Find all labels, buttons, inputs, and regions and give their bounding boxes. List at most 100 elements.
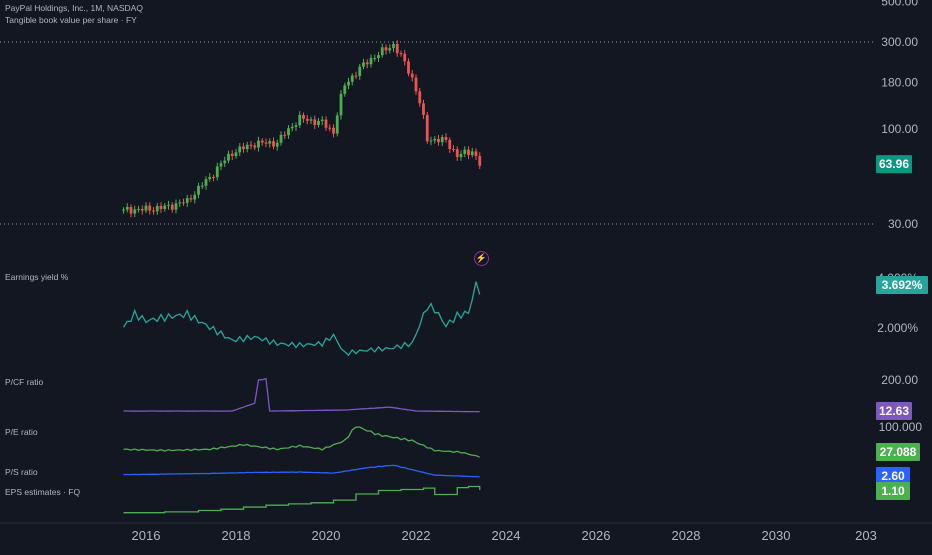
candle-body [373,58,377,60]
candle-body [403,53,407,62]
candle-body [399,53,403,55]
price-axis-tick: 100.00 [881,122,918,136]
candle-body [380,47,384,56]
time-axis-tick: 2030 [762,528,791,543]
pcf-ratio-line [123,377,480,413]
candle-body [152,210,155,212]
eps-estimates-label: EPS estimates · FQ [5,487,81,497]
candle-body [309,119,313,121]
candle-body [185,198,189,203]
candle-body [272,141,275,147]
candle-body [294,125,298,127]
candle-body [440,137,444,143]
candle-body [444,137,448,140]
pe-ratio-tag [876,443,920,461]
candle-body [433,138,437,141]
time-axis-tick: 2022 [402,528,431,543]
earnings-yield-label: Earnings yield % [5,272,69,282]
candle-body [144,205,148,211]
price-axis-tick: 30.00 [888,217,918,231]
candle-body [354,75,358,77]
candle-body [159,206,163,209]
candle-body [459,153,463,158]
candle-body [418,91,422,104]
pe-ratio-value: 27.088 [880,445,917,459]
candle-body [200,185,204,187]
candle-body [219,163,223,167]
candle-body [193,194,197,200]
candle-body [137,208,140,210]
time-axis-tick: 2018 [222,528,251,543]
symbol-title: PayPal Holdings, Inc., 1M, NASDAQ [5,3,143,13]
price-axis-tick: 500.00 [881,0,918,9]
candle-body [234,152,238,157]
lightning-icon[interactable]: ⚡ [474,251,489,266]
candle-body [238,146,242,153]
price-axis-tick: 300.00 [881,35,918,49]
candle-body [197,185,200,195]
candle-body [182,202,185,204]
time-axis-tick: 2020 [312,528,341,543]
candle-body [167,204,170,206]
candle-body [212,176,215,178]
candle-body [313,119,317,126]
candle-body [455,149,459,158]
candle-body [437,138,440,143]
time-axis-tick: 2024 [492,528,521,543]
candle-body [392,43,395,49]
ps-ratio-tag [876,467,910,485]
candle-body [133,209,137,214]
candle-body [362,62,365,67]
pcf-ratio-value: 12.63 [879,404,909,418]
candle-body [452,149,455,151]
candle-body [268,141,272,144]
candle-body [347,81,350,86]
ps-ratio-value: 2.60 [881,469,905,483]
candle-body [125,206,129,210]
candle-body [242,146,245,150]
eps-estimates-value: 1.10 [881,484,905,498]
pcf-ratio-label: P/CF ratio [5,377,44,387]
candle-body [410,73,414,78]
candle-body [395,43,399,54]
candle-body [478,156,482,166]
candle-body [140,208,144,211]
candle-body [358,66,362,76]
candle-body [365,62,369,65]
candle-body [425,114,429,142]
candle-body [189,198,193,200]
time-axis-tick: 2028 [672,528,701,543]
candle-body [290,126,294,129]
eps-estimates-line [123,485,481,514]
candle-body [320,119,324,122]
candle-body [275,142,279,147]
candle-body [260,140,264,143]
candle-body [279,134,283,143]
candle-body [174,203,178,210]
earnings-yield-line [122,281,481,357]
candle-body [163,205,167,209]
candle-body [332,127,335,134]
candle-body [204,179,208,186]
candle-body [305,118,309,121]
candle-body [463,149,467,154]
candle-body [148,205,152,211]
candle-body [343,85,347,94]
pcf-ratio-tick: 200.00 [881,373,918,387]
candle-body [257,140,260,148]
candle-body [474,151,478,157]
candle-body [227,153,230,161]
candle-body [253,145,257,148]
candle-body [448,139,452,150]
candle-body [122,209,125,211]
candle-body [324,119,328,128]
candle-body [384,47,388,51]
candle-body [129,206,133,214]
candle-body [467,149,470,156]
candle-body [414,77,418,92]
candle-body [335,115,339,134]
time-axis-tick: 2016 [132,528,161,543]
candle-body [155,206,159,212]
